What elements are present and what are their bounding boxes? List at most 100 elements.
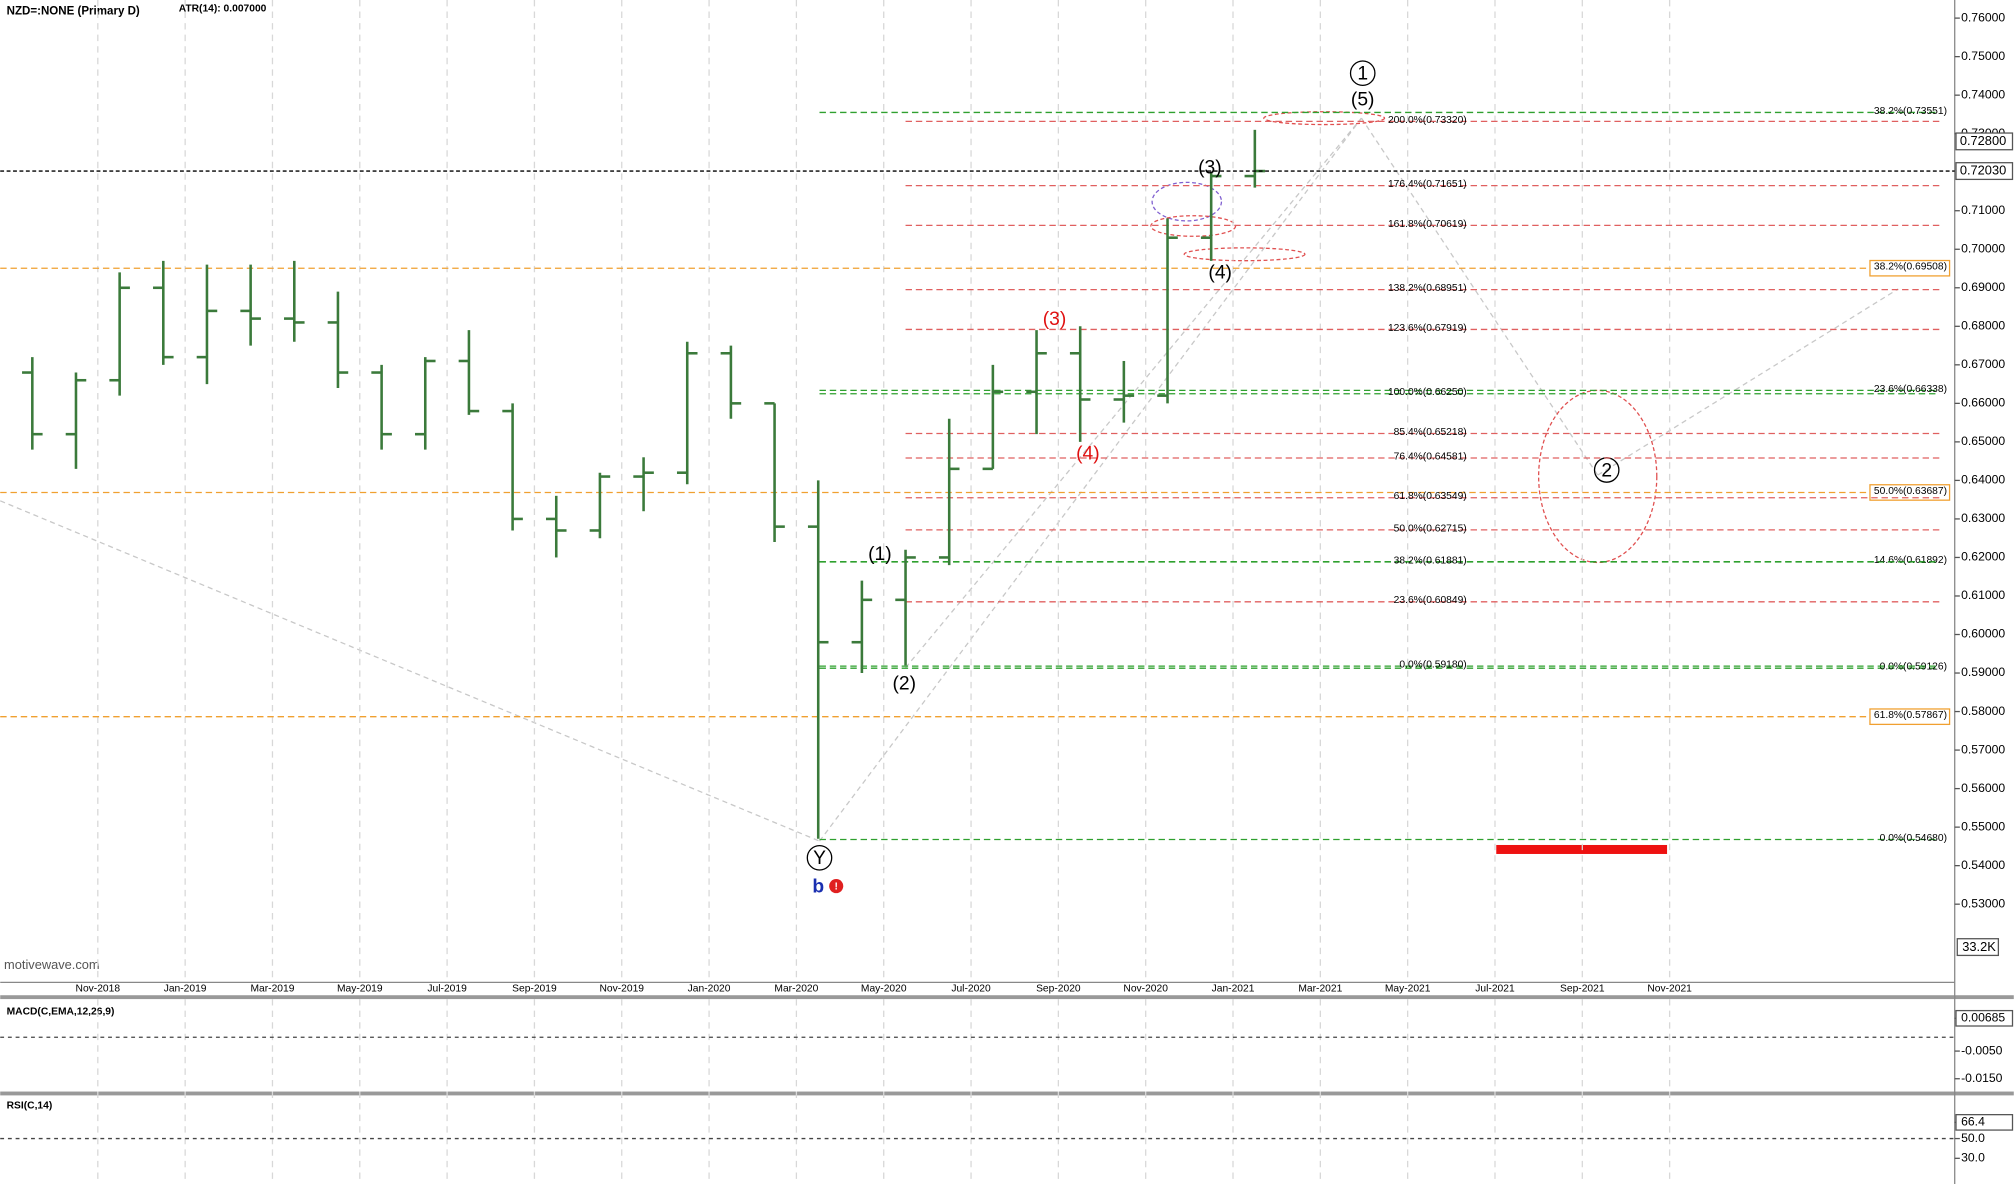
fib-label-box xyxy=(1869,708,1951,726)
y-tick-label: 0.64000 xyxy=(1961,473,2005,487)
rsi-title: RSI(C,14) xyxy=(7,1100,53,1111)
price-marker-label: 0.72030 xyxy=(1960,162,2006,177)
y-tick-label: 0.61000 xyxy=(1961,588,2005,602)
y-tick-box xyxy=(1955,1114,2014,1131)
y-tick-label: 0.65000 xyxy=(1961,434,2005,448)
watermark: motivewave.com xyxy=(4,957,100,972)
y-tick-label: 0.76000 xyxy=(1961,10,2005,24)
fib-label: 38.2%(0.61881) xyxy=(1394,555,1467,566)
y-tick-label: 0.00685 xyxy=(1961,1011,2005,1025)
y-tick-label: 0.71000 xyxy=(1961,203,2005,217)
x-tick-label: Jul-2019 xyxy=(427,984,467,995)
macd-title: MACD(C,EMA,12,26,9) xyxy=(7,1007,115,1018)
alert-icon-mark: ! xyxy=(834,881,837,892)
x-tick-label: Jul-2021 xyxy=(1475,984,1515,995)
fib-label: 161.8%(0.70619) xyxy=(1388,219,1467,230)
y-tick-label: 0.53000 xyxy=(1961,896,2005,910)
y-tick-label: 0.60000 xyxy=(1961,627,2005,641)
fib-label: 0.0%(0.59126) xyxy=(1880,662,1947,673)
x-tick-label: Mar-2021 xyxy=(1298,984,1342,995)
x-tick-label: Sep-2019 xyxy=(512,984,557,995)
fib-label: 61.8%(0.57867) xyxy=(1874,710,1947,721)
wave-label: (4) xyxy=(1076,444,1100,465)
x-tick-label: May-2020 xyxy=(861,984,907,995)
wave-label: 2 xyxy=(1601,460,1612,481)
wave-label: (5) xyxy=(1351,89,1375,110)
x-tick-label: Nov-2021 xyxy=(1647,984,1692,995)
wave-label: b xyxy=(812,876,824,897)
x-tick-label: Nov-2019 xyxy=(599,984,644,995)
y-tick-label: 0.74000 xyxy=(1961,87,2005,101)
fib-label: 200.0%(0.73320) xyxy=(1388,115,1467,126)
y-tick-label: 0.57000 xyxy=(1961,742,2005,756)
y-tick-label: 0.75000 xyxy=(1961,49,2005,63)
wave-circle xyxy=(1349,60,1376,87)
fib-label: 100.0%(0.66250) xyxy=(1388,387,1467,398)
volume-label-box xyxy=(1956,938,2000,957)
y-tick-label: 0.55000 xyxy=(1961,819,2005,833)
x-tick-label: Sep-2021 xyxy=(1560,984,1605,995)
projection-lines xyxy=(0,117,1899,842)
y-tick-label: 0.62000 xyxy=(1961,550,2005,564)
price-marker-box xyxy=(1955,132,2014,151)
price-marker-label: 0.72800 xyxy=(1960,133,2006,148)
x-tick-label: May-2019 xyxy=(337,984,383,995)
y-tick-label: 0.56000 xyxy=(1961,781,2005,795)
y-tick-label: -0.0050 xyxy=(1961,1043,2003,1057)
x-tick-label: Nov-2020 xyxy=(1123,984,1168,995)
y-tick-label: 66.4 xyxy=(1961,1115,1985,1129)
y-tick-label: 0.69000 xyxy=(1961,280,2005,294)
panel-divider xyxy=(0,995,2014,1000)
y-tick-label: 0.70000 xyxy=(1961,241,2005,255)
fib-label: 76.4%(0.64581) xyxy=(1394,451,1467,462)
fib-label: 38.2%(0.73551) xyxy=(1874,106,1947,117)
panel-divider xyxy=(0,1091,2014,1096)
x-tick-label: Mar-2019 xyxy=(250,984,294,995)
fib-label: 50.0%(0.62715) xyxy=(1394,523,1467,534)
y-tick-label: -0.0150 xyxy=(1961,1071,2003,1085)
fib-label-box xyxy=(1869,484,1951,501)
y-tick-label: 0.66000 xyxy=(1961,396,2005,410)
y-tick-label: 0.58000 xyxy=(1961,704,2005,718)
wave-label: 1 xyxy=(1357,64,1368,85)
fib-label: 50.0%(0.63687) xyxy=(1874,486,1947,497)
chart-title: NZD=:NONE (Primary D) xyxy=(7,6,140,18)
price-marker-box xyxy=(1955,162,2014,181)
fib-label: 38.2%(0.69508) xyxy=(1874,262,1947,273)
x-tick-label: Sep-2020 xyxy=(1036,984,1081,995)
y-tick-box xyxy=(1955,1009,2014,1027)
y-tick-label: 0.63000 xyxy=(1961,511,2005,525)
alert-icon xyxy=(829,879,844,894)
fib-label: 23.6%(0.60849) xyxy=(1394,595,1467,606)
x-tick-label: Nov-2018 xyxy=(76,984,121,995)
wave-label: (3) xyxy=(1043,309,1067,330)
x-tick-label: Jan-2020 xyxy=(688,984,731,995)
y-tick-label: 0.59000 xyxy=(1961,665,2005,679)
wave-label: Y xyxy=(813,848,826,869)
fib-label: 123.6%(0.67919) xyxy=(1388,323,1467,334)
fib-label: 61.8%(0.63549) xyxy=(1394,491,1467,502)
fib-label: 0.0%(0.54680) xyxy=(1880,833,1947,844)
y-tick-label: 30.0 xyxy=(1961,1151,1985,1165)
y-tick-label: 0.54000 xyxy=(1961,858,2005,872)
fib-label-box xyxy=(1869,259,1951,277)
y-tick-label: 50.0 xyxy=(1961,1131,1985,1145)
fib-label: 138.2%(0.68951) xyxy=(1388,283,1467,294)
wave-label: (4) xyxy=(1208,263,1232,284)
x-tick-label: Jul-2020 xyxy=(951,984,991,995)
wave-label: (2) xyxy=(893,674,917,695)
fib-label: 85.4%(0.65218) xyxy=(1394,427,1467,438)
x-tick-label: Mar-2020 xyxy=(774,984,818,995)
fib-label: 0.0%(0.59180) xyxy=(1399,660,1466,671)
x-tick-label: May-2021 xyxy=(1385,984,1431,995)
fib-label: 23.6%(0.66338) xyxy=(1874,384,1947,395)
ellipses xyxy=(1150,111,1658,564)
wave-label: (3) xyxy=(1198,157,1222,178)
volume-label: 33.2K xyxy=(1962,939,1996,954)
wave-circle xyxy=(806,844,833,871)
x-tick-label: Jan-2019 xyxy=(164,984,207,995)
y-tick-label: 0.67000 xyxy=(1961,357,2005,371)
